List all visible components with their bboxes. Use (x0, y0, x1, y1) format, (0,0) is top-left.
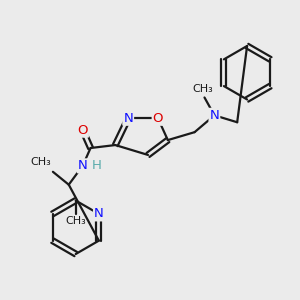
Text: CH₃: CH₃ (30, 157, 51, 167)
Text: N: N (94, 207, 104, 220)
Text: N: N (209, 109, 219, 122)
Text: O: O (153, 112, 163, 125)
Text: CH₃: CH₃ (65, 216, 86, 226)
Text: N: N (78, 159, 88, 172)
Text: H: H (92, 159, 101, 172)
Text: O: O (77, 124, 88, 137)
Text: CH₃: CH₃ (192, 83, 213, 94)
Text: N: N (123, 112, 133, 125)
